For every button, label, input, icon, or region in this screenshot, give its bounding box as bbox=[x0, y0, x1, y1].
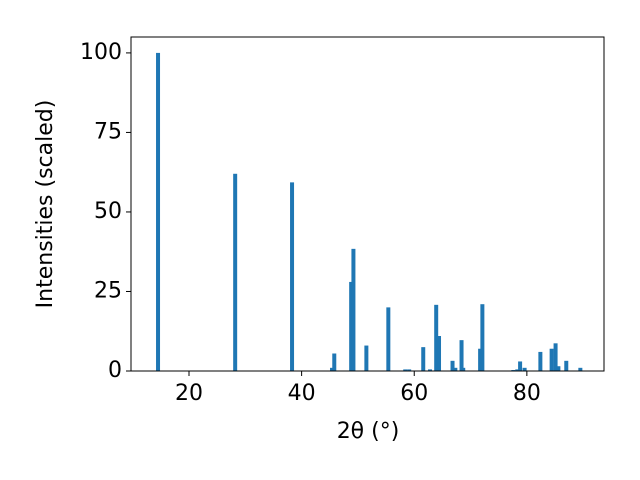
plot-frame bbox=[130, 36, 605, 372]
bar bbox=[349, 281, 354, 371]
bar bbox=[332, 353, 337, 371]
bar bbox=[290, 182, 295, 371]
x-tick-label: 60 bbox=[400, 381, 428, 406]
y-tick-label: 75 bbox=[94, 119, 122, 144]
bar bbox=[233, 173, 238, 371]
bar bbox=[386, 307, 391, 371]
x-tick-label: 80 bbox=[513, 381, 541, 406]
bar bbox=[437, 336, 442, 371]
bar bbox=[459, 340, 464, 371]
bar bbox=[156, 52, 161, 372]
bar bbox=[553, 343, 558, 371]
bar bbox=[428, 369, 433, 371]
bar bbox=[421, 347, 426, 371]
bar bbox=[453, 367, 458, 371]
bar bbox=[564, 360, 569, 371]
x-tick-label: 40 bbox=[288, 381, 316, 406]
y-tick-label: 100 bbox=[80, 40, 122, 65]
y-axis-label: Intensities (scaled) bbox=[33, 100, 58, 309]
bar bbox=[407, 369, 412, 371]
bar bbox=[403, 369, 408, 371]
bar bbox=[578, 367, 583, 371]
bar bbox=[478, 348, 483, 371]
x-axis-label: 2θ (°) bbox=[337, 419, 400, 444]
bar bbox=[515, 369, 520, 371]
bar bbox=[518, 361, 523, 371]
bar bbox=[549, 348, 554, 371]
bar bbox=[461, 367, 466, 371]
bar bbox=[330, 367, 335, 371]
bar bbox=[538, 351, 543, 371]
bar bbox=[450, 360, 455, 371]
y-tick-label: 25 bbox=[94, 278, 122, 303]
bar bbox=[522, 367, 527, 371]
bar bbox=[434, 304, 439, 371]
bar bbox=[556, 366, 561, 371]
bar bbox=[364, 345, 369, 371]
y-tick-label: 50 bbox=[94, 199, 122, 224]
bar bbox=[351, 248, 356, 371]
x-tick-label: 20 bbox=[175, 381, 203, 406]
y-tick-label: 0 bbox=[108, 358, 122, 383]
bar bbox=[480, 304, 485, 371]
